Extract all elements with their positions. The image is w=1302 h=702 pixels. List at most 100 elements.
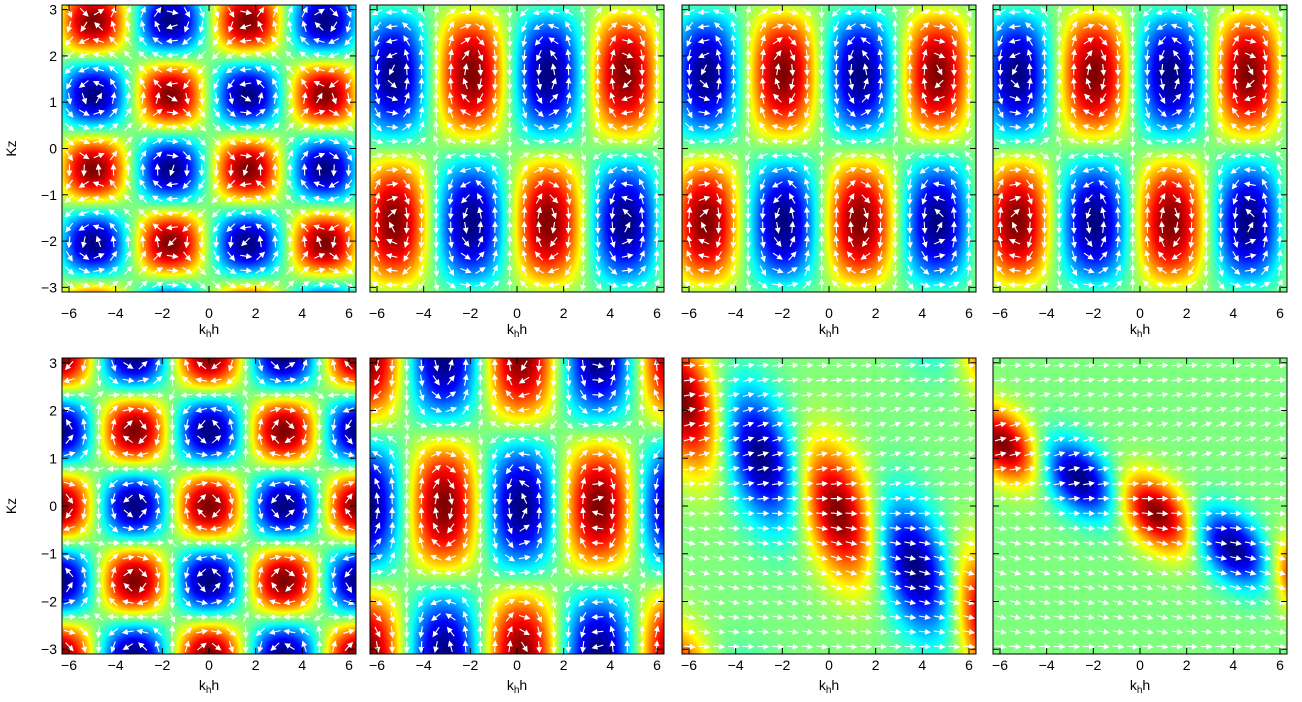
vector-arrow [371,9,383,16]
vector-arrow [167,95,178,102]
vector-arrow [653,92,660,105]
vector-arrow [123,280,133,290]
x-tick-label: 6 [345,657,353,673]
vector-arrow [123,122,133,132]
vector-arrow [316,235,322,248]
vector-arrow [78,224,90,231]
vector-arrow [225,51,236,59]
x-tick-label: 4 [1229,657,1237,673]
vector-arrow [285,35,294,46]
vector-arrow [921,221,928,234]
vector-arrow [139,20,146,33]
vector-arrow [580,106,587,119]
vector-arrow [403,551,410,564]
x-tick-label: 0 [1136,305,1144,321]
x-tick-label: 2 [872,657,880,673]
y-tick-label: 2 [49,48,57,64]
vector-arrow [212,266,221,276]
vector-arrow [169,552,176,565]
x-tick-label: −6 [369,305,385,321]
vector-arrow [255,124,267,130]
vector-arrow [580,250,587,263]
vector-arrow [108,194,119,203]
vector-arrow [892,178,899,191]
vector-arrow [138,136,148,146]
vector-arrow [108,280,119,289]
x-axis-label: khh [199,677,219,696]
vector-arrow [433,178,440,191]
vector-arrow [255,281,267,288]
vector-arrow [242,626,249,639]
vector-arrow [550,521,557,534]
x-tick-label: −6 [61,305,77,321]
vector-arrow [1203,34,1210,47]
vector-arrow [242,164,249,177]
vector-arrow [165,37,178,44]
vector-arrow [389,221,396,233]
vector-arrow [255,37,266,45]
vector-arrow [965,92,972,105]
vector-arrow [418,506,425,519]
x-tick-label: 6 [965,657,973,673]
vector-arrow [270,194,280,203]
vector-arrow [1024,643,1037,650]
x-tick-label: 0 [825,305,833,321]
vector-arrow [386,238,398,245]
vector-arrow [152,223,163,232]
vector-arrow [327,66,340,73]
vector-arrow [344,222,353,233]
vector-arrow [385,267,398,274]
x-tick-label: −2 [154,657,170,673]
y-tick-label: 1 [49,450,57,466]
vector-arrow [386,166,399,173]
y-tick-label: −3 [41,641,57,657]
vector-arrow [433,106,440,119]
vector-arrow [745,34,752,47]
x-tick-label: −6 [992,305,1008,321]
vector-arrow [343,209,354,218]
vector-arrow [301,91,308,104]
vector-arrow [371,152,384,159]
vector-arrow [153,151,163,160]
vector-arrow [79,7,89,17]
vector-arrow [181,195,192,203]
vector-arrow [418,359,425,372]
vector-arrow [78,181,89,188]
vector-arrow [239,224,252,231]
vector-arrow [343,194,354,203]
vector-arrow [713,495,726,502]
x-tick-label: 4 [298,657,306,673]
vector-arrow [125,77,131,90]
vector-arrow [64,209,74,218]
vector-arrow [933,495,946,502]
vector-arrow [638,220,645,233]
vector-arrow [536,506,543,519]
vector-arrow [138,50,148,60]
vector-arrow [93,152,105,159]
vector-arrow [110,235,117,248]
vector-arrow [109,78,117,89]
vector-arrow [638,373,645,386]
vector-arrow [521,206,528,219]
vector-arrow [211,51,221,60]
vector-arrow [151,66,163,73]
vector-arrow [139,91,146,104]
vector-arrow [65,150,73,162]
vector-arrow [374,235,381,248]
x-tick-label: 2 [252,657,260,673]
x-tick-label: −2 [774,305,790,321]
vector-arrow [197,194,206,204]
vector-arrow [1008,281,1021,288]
vector-arrow [491,206,498,219]
vector-arrow [182,266,193,275]
vector-arrow [93,267,106,274]
vector-arrow [344,266,354,275]
vector-arrow [374,78,381,91]
vector-arrow [447,221,454,234]
heatmap-image [993,5,1287,292]
y-tick-label: 3 [49,355,57,371]
vector-arrow [1188,221,1195,234]
vector-arrow [477,610,484,623]
vector-arrow [517,436,530,443]
vector-arrow [833,206,840,219]
